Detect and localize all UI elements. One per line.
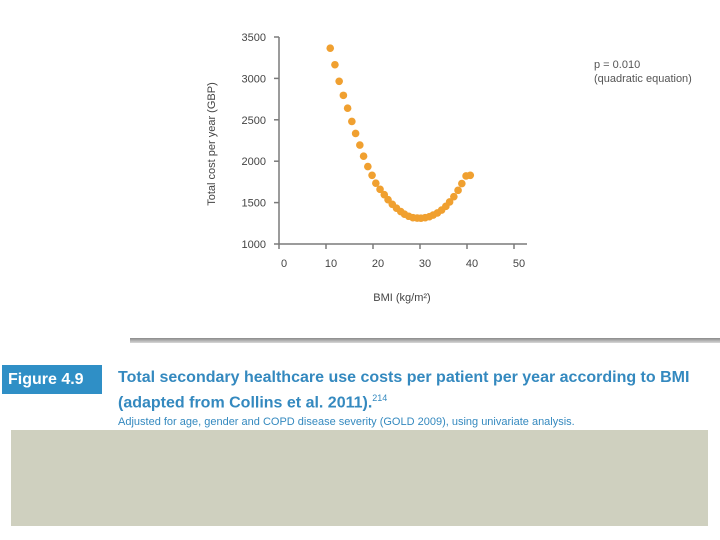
reference-superscript: 214 [372, 393, 388, 403]
data-point [351, 129, 360, 138]
y-tick-label: 3000 [242, 73, 266, 85]
x-tick-label: 0 [281, 258, 287, 270]
data-point [331, 60, 339, 69]
figure-title: Total secondary healthcare use costs per… [118, 367, 718, 413]
data-point [454, 186, 462, 195]
data-point [339, 91, 348, 100]
data-point [450, 192, 458, 201]
figure-title-line1: Total secondary healthcare use costs per… [118, 369, 690, 386]
x-tick-label: 20 [372, 258, 384, 270]
divider-shadow [130, 338, 720, 343]
y-axis-label: Total cost per year (GBP) [206, 82, 218, 206]
y-tick-label: 2000 [242, 156, 266, 168]
data-point [458, 179, 466, 188]
y-tick-label: 3500 [242, 32, 266, 44]
data-points [326, 44, 475, 222]
data-point [445, 198, 454, 206]
x-tick-label: 50 [513, 258, 525, 270]
data-point [359, 152, 368, 161]
figure-label: Figure 4.9 [2, 365, 102, 394]
method-annotation: (quadratic equation) [594, 73, 692, 85]
data-point [348, 117, 356, 126]
bmi-cost-chart: 1000 1500 2000 2500 3000 3500 0 10 20 30 40 50 Tot… [206, 32, 692, 304]
data-point [368, 171, 376, 180]
p-value-annotation: p = 0.010 [594, 59, 640, 71]
x-axis-ticks: 0 10 20 30 40 50 [278, 244, 525, 270]
data-point [364, 162, 372, 171]
figure-note: Adjusted for age, gender and COPD diseas… [118, 416, 575, 428]
y-tick-label: 2500 [242, 115, 266, 127]
data-point [335, 77, 343, 86]
data-point [356, 141, 364, 149]
figure-title-line2: (adapted from Collins et al. 2011). [118, 394, 373, 412]
x-tick-label: 10 [325, 258, 337, 270]
data-point [372, 179, 380, 187]
x-tick-label: 30 [419, 258, 431, 270]
x-tick-label: 40 [466, 258, 478, 270]
y-axis-ticks: 1000 1500 2000 2500 3000 3500 [242, 32, 279, 251]
y-tick-label: 1000 [242, 239, 266, 251]
data-point [466, 171, 475, 180]
gray-panel [11, 430, 708, 526]
x-axis-label: BMI (kg/m²) [373, 292, 430, 304]
y-tick-label: 1500 [242, 198, 266, 210]
data-point [376, 185, 384, 194]
data-point [343, 104, 352, 113]
data-point [326, 44, 335, 52]
